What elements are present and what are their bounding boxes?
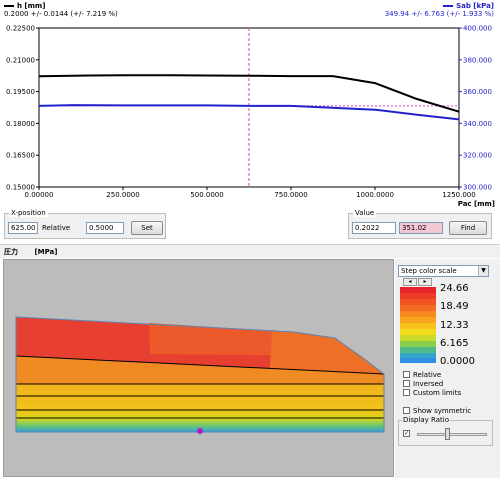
right-tick-label: 400.000 xyxy=(463,25,492,33)
relative-checkbox-row[interactable]: Relative xyxy=(403,370,441,379)
sab-series-title: Sab [kPa] xyxy=(456,2,494,10)
left-tick-label: 0.15000 xyxy=(6,184,35,192)
custom-limits-checkbox-row[interactable]: Custom limits xyxy=(403,388,461,397)
x-axis-label: Pac [mm] xyxy=(458,200,495,208)
section-title: 圧力 xyxy=(4,248,18,256)
x-tick-label: 1250.000 xyxy=(442,191,475,199)
pressure-region-orange xyxy=(16,356,384,384)
scale-label-max: 24.66 xyxy=(440,283,469,294)
display-ratio-label: Display Ratio xyxy=(402,416,450,424)
sab-series-swatch xyxy=(443,5,454,7)
x-tick-label: 1000.0000 xyxy=(356,191,394,199)
position-marker[interactable] xyxy=(197,428,203,434)
x-position-group: X-position Relative Set xyxy=(4,209,166,239)
scale-left-button[interactable]: ◂ xyxy=(403,278,417,286)
scale-label-mid: 12.33 xyxy=(440,320,469,331)
section-header: 圧力 [MPa] xyxy=(0,244,500,258)
left-tick-label: 0.19500 xyxy=(6,88,35,96)
left-tick-label: 0.22500 xyxy=(6,25,35,33)
relative-label: Relative xyxy=(42,224,71,232)
inversed-checkbox[interactable] xyxy=(403,380,410,387)
right-tick-label: 340.000 xyxy=(463,120,492,128)
display-ratio-slider-track[interactable] xyxy=(417,433,487,436)
custom-limits-checkbox[interactable] xyxy=(403,389,410,396)
inversed-checkbox-row[interactable]: Inversed xyxy=(403,379,443,388)
show-symmetric-checkbox-row[interactable]: Show symmetric xyxy=(403,406,471,415)
x-tick-label: 0.00000 xyxy=(25,191,54,199)
layer-line xyxy=(15,355,385,375)
chevron-down-icon[interactable]: ▼ xyxy=(478,266,488,276)
value-right-input[interactable] xyxy=(399,222,443,234)
x-position-label: X-position xyxy=(9,209,48,217)
scale-panel: Step color scale ▼ ◂ ▸ 24.66 18.49 12.33… xyxy=(395,259,500,478)
right-tick-label: 300.000 xyxy=(463,184,492,192)
right-tick-label: 360.000 xyxy=(463,88,492,96)
display-ratio-slider-thumb[interactable] xyxy=(445,428,450,440)
display-ratio-group: Display Ratio ✓ xyxy=(398,416,493,446)
legend-right: Sab [kPa] 349.94 +/- 6.763 (+/- 1.933 %) xyxy=(385,2,494,18)
legend-left: h [mm] 0.2000 +/- 0.0144 (+/- 7.219 %) xyxy=(4,2,118,18)
pressure-contour-svg xyxy=(15,316,385,434)
show-symmetric-checkbox[interactable] xyxy=(403,407,410,414)
x-tick-label: 250.0000 xyxy=(106,191,139,199)
scale-label-low: 6.165 xyxy=(440,338,469,349)
value-group: Value Find xyxy=(348,209,492,239)
set-button[interactable]: Set xyxy=(131,221,163,235)
relative-input[interactable] xyxy=(86,222,124,234)
find-button[interactable]: Find xyxy=(449,221,487,235)
right-tick-label: 320.000 xyxy=(463,152,492,160)
left-tick-label: 0.21000 xyxy=(6,56,35,64)
h-series-stats: 0.2000 +/- 0.0144 (+/- 7.219 %) xyxy=(4,10,118,18)
chart-panel: 0.22500 0.21000 0.19500 0.18000 0.16500 0.150… xyxy=(0,0,500,212)
color-legend-bar xyxy=(400,287,436,363)
contour-outline xyxy=(15,316,385,433)
section-unit: [MPa] xyxy=(34,248,58,256)
h-series-title: h [mm] xyxy=(17,2,46,10)
left-tick-label: 0.18000 xyxy=(6,120,35,128)
scale-label-min: 0.0000 xyxy=(440,356,475,367)
line-chart: 0.22500 0.21000 0.19500 0.18000 0.16500 0.150… xyxy=(6,25,495,209)
pressure-region-mid xyxy=(270,330,384,374)
x-tick-label: 750.0000 xyxy=(274,191,307,199)
left-tick-label: 0.16500 xyxy=(6,152,35,160)
scale-right-button[interactable]: ▸ xyxy=(418,278,432,286)
scale-label-high: 18.49 xyxy=(440,301,469,312)
x-tick-label: 500.0000 xyxy=(190,191,223,199)
value-left-input[interactable] xyxy=(352,222,396,234)
h-series-line xyxy=(38,74,460,113)
sab-series-stats: 349.94 +/- 6.763 (+/- 1.933 %) xyxy=(384,10,494,18)
h-series-swatch xyxy=(4,5,14,7)
relative-checkbox[interactable] xyxy=(403,371,410,378)
display-ratio-checkbox[interactable]: ✓ xyxy=(403,430,410,437)
pressure-region-base xyxy=(16,384,384,432)
value-label: Value xyxy=(353,209,377,217)
sab-series-line xyxy=(38,104,460,121)
pressure-contour-view[interactable] xyxy=(3,259,394,477)
x-position-input[interactable] xyxy=(8,222,38,234)
color-scale-select[interactable]: Step color scale ▼ xyxy=(398,265,489,277)
right-tick-label: 380.000 xyxy=(463,56,492,64)
